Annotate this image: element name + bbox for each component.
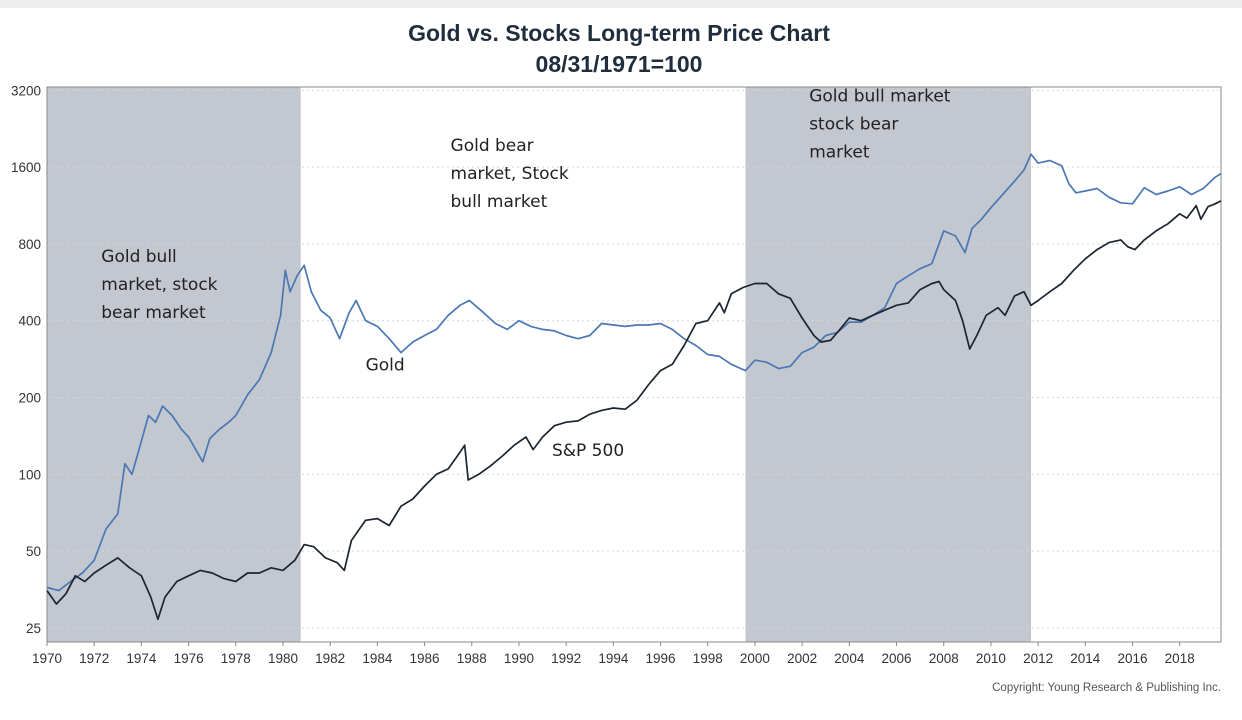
x-tick-label: 2016	[1117, 651, 1147, 666]
x-tick-label: 1996	[646, 651, 676, 666]
annotation-line: market, stock	[101, 275, 217, 295]
annotation-text: Gold bull market stock bear market	[809, 86, 951, 162]
annotations: Gold bull market, stock bear market Gold be…	[101, 86, 951, 461]
x-tick-label: 2018	[1165, 651, 1195, 666]
annotation-text: S&P 500	[552, 441, 624, 461]
y-axis-ticks: 25 50 100 200 400 800 1600 3200	[11, 83, 41, 635]
plot-frame	[46, 86, 1222, 643]
x-tick-label: 1994	[598, 651, 629, 666]
y-tick-label: 25	[26, 621, 41, 636]
x-tick-label: 1988	[457, 651, 487, 666]
shaded-region-1	[47, 87, 301, 642]
x-tick-label: 2008	[929, 651, 959, 666]
x-tick-label: 2012	[1023, 651, 1053, 666]
x-tick-label: 2000	[740, 651, 770, 666]
annotation-text: Gold bull market, stock bear market	[101, 247, 217, 323]
x-tick-label: 2006	[882, 651, 912, 666]
y-tick-label: 400	[18, 314, 41, 329]
x-tick-label: 2002	[787, 651, 817, 666]
x-tick-label: 1986	[410, 651, 440, 666]
y-tick-label: 200	[18, 391, 41, 406]
annotation-line: Gold bear	[451, 136, 534, 156]
x-tick-label: 2014	[1070, 651, 1101, 666]
shaded-region-2	[745, 87, 1032, 642]
annotation-line: Gold bull	[101, 247, 177, 267]
annotation-text: Gold	[366, 356, 405, 376]
x-axis-ticks: 1970 1972 1974 1976 1978 1980 1982 1984 1986 1988…	[32, 642, 1195, 666]
gold-series-line	[46, 153, 1222, 592]
shaded-regions	[47, 87, 1032, 642]
x-tick-label: 1976	[174, 651, 204, 666]
chart-subtitle: 08/31/1971=100	[536, 51, 703, 77]
y-tick-label: 1600	[11, 160, 41, 175]
annotation-line: stock bear	[809, 114, 898, 134]
x-tick-label: 1998	[693, 651, 723, 666]
annotation-text: Gold bear market, Stock bull market	[451, 136, 569, 212]
annotation-line: S&P 500	[552, 441, 624, 461]
chart-title: Gold vs. Stocks Long-term Price Chart	[408, 20, 830, 46]
y-tick-label: 800	[18, 237, 41, 252]
x-tick-label: 2010	[976, 651, 1006, 666]
x-tick-label: 1978	[221, 651, 251, 666]
series-lines	[46, 153, 1222, 621]
y-tick-label: 50	[26, 544, 41, 559]
x-tick-label: 2004	[834, 651, 865, 666]
sp500-series-line	[46, 200, 1222, 621]
y-tick-label: 3200	[11, 83, 41, 98]
annotation-line: market	[809, 142, 870, 162]
copyright-note: Copyright: Young Research & Publishing I…	[992, 682, 1221, 694]
annotation-line: bull market	[451, 192, 548, 212]
grid-lines	[47, 89, 1221, 629]
x-tick-label: 1982	[315, 651, 345, 666]
x-tick-label: 1972	[79, 651, 109, 666]
x-tick-label: 1990	[504, 651, 534, 666]
annotation-line: Gold	[366, 356, 405, 376]
annotation-line: market, Stock	[451, 164, 569, 184]
x-tick-label: 1984	[362, 651, 393, 666]
x-tick-label: 1992	[551, 651, 581, 666]
x-tick-label: 1980	[268, 651, 298, 666]
x-tick-label: 1970	[32, 651, 62, 666]
y-tick-label: 100	[18, 467, 41, 482]
annotation-line: Gold bull market	[809, 86, 951, 106]
top-border-strip	[0, 0, 1242, 8]
annotation-line: bear market	[101, 303, 206, 323]
x-tick-label: 1974	[126, 651, 157, 666]
